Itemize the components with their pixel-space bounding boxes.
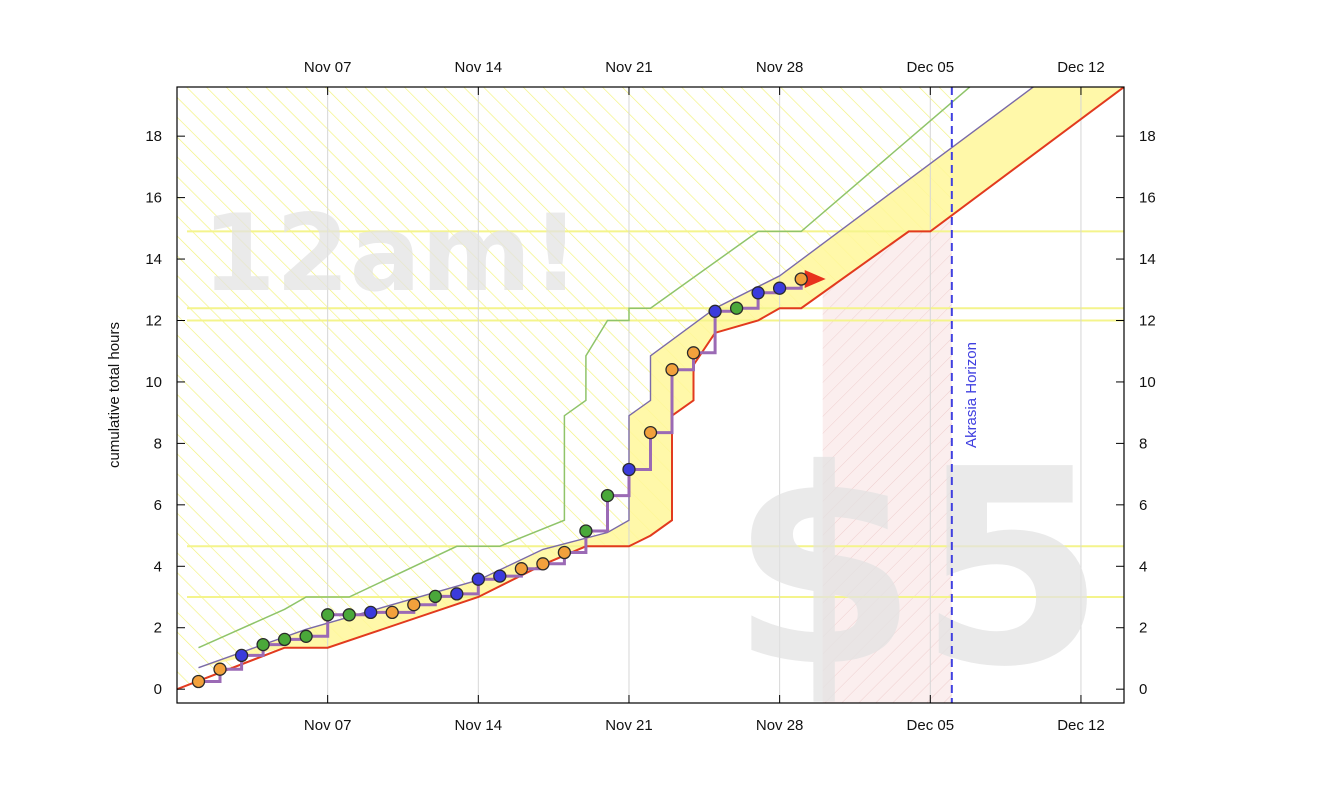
y-tick-label-right: 18 <box>1139 128 1156 145</box>
y-tick-label-right: 16 <box>1139 190 1156 207</box>
hatch-layer <box>177 87 1124 703</box>
datapoints-layer <box>191 272 808 689</box>
datapoint <box>729 301 744 315</box>
y-tick-label-left: 14 <box>145 251 162 268</box>
datapoint <box>191 674 206 689</box>
watermark-layer: 12am! $5 <box>202 192 1106 726</box>
datapoint <box>536 557 550 571</box>
x-tick-label-top: Dec 12 <box>1057 59 1105 76</box>
datapoint <box>557 545 572 560</box>
datapoint <box>277 632 292 647</box>
datapoint <box>321 608 335 622</box>
y-tick-label-right: 14 <box>1139 251 1156 268</box>
datapoint <box>751 286 765 300</box>
y-axis-label: cumulative total hours <box>106 322 123 468</box>
y-tick-label-right: 6 <box>1139 497 1147 514</box>
yellow-hatch-region <box>177 87 952 690</box>
x-tick-label-bottom: Nov 14 <box>455 717 503 734</box>
datapoint <box>407 598 421 612</box>
datapoint <box>493 569 507 583</box>
y-tick-label-left: 0 <box>154 681 162 698</box>
x-tick-label-top: Nov 21 <box>605 59 653 76</box>
x-tick-label-bottom: Nov 07 <box>304 717 352 734</box>
y-tick-label-right: 2 <box>1139 620 1147 637</box>
plot-border <box>176 86 1125 704</box>
x-tick-label-bottom: Nov 21 <box>605 717 653 734</box>
datapoint <box>428 589 442 604</box>
y-tick-label-left: 8 <box>154 435 162 452</box>
datapoint <box>234 648 249 663</box>
datapoint <box>385 605 399 620</box>
datapoint <box>665 363 679 377</box>
x-tick-label-bottom: Dec 05 <box>907 717 955 734</box>
watermark-deadline: 12am! <box>202 192 580 315</box>
x-tick-label-bottom: Dec 12 <box>1057 717 1105 734</box>
datapoint <box>686 346 701 360</box>
datapoint <box>600 488 615 503</box>
datapoint <box>342 608 356 622</box>
y-tick-label-left: 6 <box>154 497 162 514</box>
datapoint <box>471 572 485 586</box>
y-tick-label-right: 4 <box>1139 558 1147 575</box>
datapoint <box>299 629 313 643</box>
y-tick-label-left: 16 <box>145 190 162 207</box>
y-tick-label-left: 4 <box>154 558 162 575</box>
x-tick-label-bottom: Nov 28 <box>756 717 804 734</box>
datapoint <box>772 281 787 295</box>
datapoint <box>643 425 658 440</box>
horizon-layer: Akrasia Horizon <box>950 87 980 703</box>
x-tick-label-top: Nov 07 <box>304 59 352 76</box>
datapoint <box>450 587 464 601</box>
y-tick-label-right: 12 <box>1139 312 1156 329</box>
grid-layer <box>327 87 1082 703</box>
datapoint <box>622 462 636 477</box>
watermark-pledge: $5 <box>730 411 1106 726</box>
datapoint <box>213 662 227 676</box>
y-tick-label-left: 18 <box>145 128 162 145</box>
pink-future-region <box>822 215 952 703</box>
datapoint <box>514 562 529 576</box>
axes-layer: Nov 07 Nov 07 Nov 14 Nov 14 Nov 21 Nov 21 Nov … <box>145 59 1155 734</box>
y-tick-label-left: 2 <box>154 620 162 637</box>
akrasia-horizon-label: Akrasia Horizon <box>963 342 980 448</box>
datapoint <box>794 272 808 286</box>
road-arrow <box>804 270 826 289</box>
datapoint <box>579 524 593 538</box>
x-tick-label-top: Nov 14 <box>455 59 503 76</box>
x-tick-label-top: Dec 05 <box>907 59 955 76</box>
x-tick-label-top: Nov 28 <box>756 59 804 76</box>
datapoint <box>364 605 378 620</box>
y-tick-label-right: 10 <box>1139 374 1156 391</box>
datapoint <box>256 637 270 652</box>
y-tick-label-right: 8 <box>1139 435 1147 452</box>
datapoint <box>708 304 722 318</box>
y-tick-label-left: 12 <box>145 312 162 329</box>
y-tick-label-left: 10 <box>145 374 162 391</box>
green-road-line <box>198 87 971 649</box>
y-tick-label-right: 0 <box>1139 681 1147 698</box>
